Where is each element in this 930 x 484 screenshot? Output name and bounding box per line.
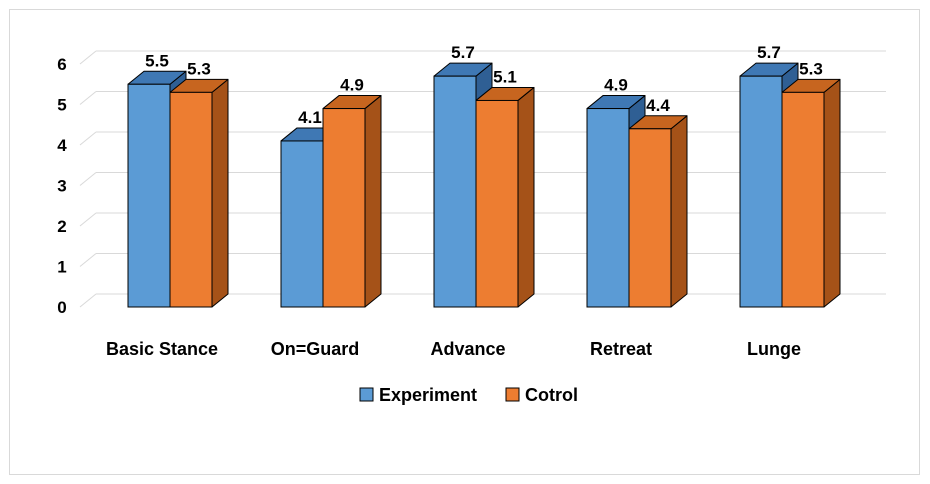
gridline-depth bbox=[79, 172, 97, 186]
legend-swatch bbox=[359, 387, 374, 402]
legend-label: Experiment bbox=[379, 385, 477, 405]
y-tick-label: 3 bbox=[57, 177, 66, 196]
gridline-depth bbox=[79, 50, 97, 65]
bar-cotrol-3 bbox=[628, 115, 688, 308]
bar-experiment-0 bbox=[127, 70, 187, 308]
gridline-depth bbox=[79, 253, 97, 267]
data-label: 5.5 bbox=[145, 51, 169, 70]
bar-front-face bbox=[475, 99, 519, 308]
bar-front-face bbox=[280, 140, 324, 308]
bar-side-face bbox=[211, 78, 229, 308]
bar-side-face bbox=[517, 86, 535, 308]
legend-swatch bbox=[505, 387, 520, 402]
bar-front-face bbox=[739, 75, 783, 308]
bar-front-face bbox=[127, 83, 171, 308]
bars bbox=[127, 62, 841, 308]
data-label: 4.9 bbox=[340, 76, 364, 95]
data-labels: 5.5 5.3 4.1 4.9 5.7 5.1 4.9 4.4 5.7 5.3 bbox=[145, 43, 823, 127]
legend: Experiment Cotrol bbox=[359, 385, 578, 405]
data-label: 5.3 bbox=[187, 59, 211, 78]
gridline-depth bbox=[79, 91, 97, 105]
legend-label: Cotrol bbox=[525, 385, 578, 405]
x-tick-label: Retreat bbox=[590, 339, 652, 359]
gridline-depth bbox=[79, 293, 97, 308]
bar-side-face bbox=[823, 78, 841, 308]
bar-front-face bbox=[322, 108, 366, 308]
bar-front-face bbox=[628, 128, 672, 308]
bar-side-face bbox=[364, 95, 382, 308]
y-tick-label: 0 bbox=[57, 298, 66, 317]
bar-front-face bbox=[781, 91, 825, 308]
y-tick-label: 5 bbox=[57, 96, 66, 115]
bar-front-face bbox=[586, 108, 630, 308]
data-label: 5.3 bbox=[799, 59, 823, 78]
data-label: 5.7 bbox=[757, 43, 781, 62]
data-label: 5.1 bbox=[493, 67, 517, 86]
y-tick-label: 1 bbox=[57, 258, 66, 277]
bar-front-face bbox=[169, 91, 213, 308]
gridline-depth bbox=[79, 131, 97, 146]
bar-side-face bbox=[670, 115, 688, 308]
bar-cotrol-1 bbox=[322, 95, 382, 308]
x-tick-label: Advance bbox=[430, 339, 505, 359]
x-tick-label: Basic Stance bbox=[106, 339, 218, 359]
x-axis-ticks: Basic Stance On=Guard Advance Retreat Lunge bbox=[106, 339, 801, 359]
y-axis-ticks: 0 1 2 3 4 5 6 bbox=[57, 55, 67, 317]
x-tick-label: Lunge bbox=[747, 339, 801, 359]
data-label: 4.1 bbox=[298, 108, 322, 127]
data-label: 4.4 bbox=[646, 96, 670, 115]
data-label: 5.7 bbox=[451, 43, 475, 62]
bar-front-face bbox=[433, 75, 477, 308]
data-label: 4.9 bbox=[604, 76, 628, 95]
bar-cotrol-4 bbox=[781, 78, 841, 308]
y-tick-label: 2 bbox=[57, 217, 66, 236]
x-tick-label: On=Guard bbox=[271, 339, 360, 359]
bar-cotrol-0 bbox=[169, 78, 229, 308]
y-tick-label: 4 bbox=[57, 136, 67, 155]
gridline-depth bbox=[79, 212, 97, 227]
bar-cotrol-2 bbox=[475, 86, 535, 308]
y-tick-label: 6 bbox=[57, 55, 66, 74]
